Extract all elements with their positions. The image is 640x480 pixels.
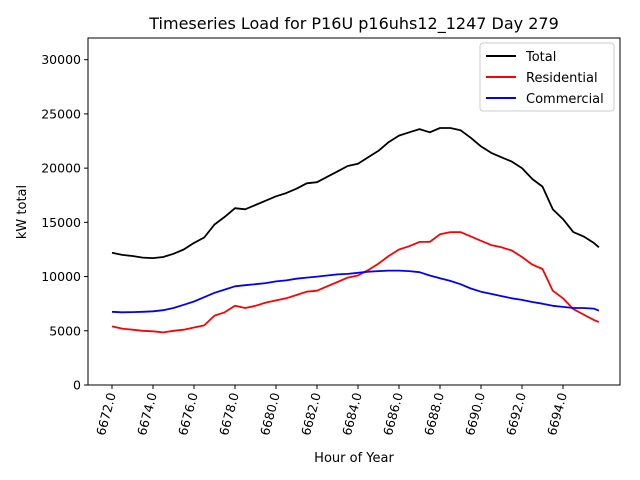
x-tick-label: 6676.0 [175, 391, 201, 437]
x-tick-label: 6686.0 [380, 391, 406, 437]
x-tick-label: 6678.0 [216, 391, 242, 437]
chart-title: Timeseries Load for P16U p16uhs12_1247 D… [148, 14, 559, 34]
series-line-commercial [111, 269, 600, 314]
legend: Total Residential Commercial [479, 42, 615, 112]
x-tick-label: 6680.0 [257, 391, 283, 437]
x-axis: 6672.0 6674.0 6676.0 6678.0 6680.0 6682.0 6684… [93, 385, 570, 437]
y-tick-label: 30000 [41, 52, 81, 67]
x-tick-label: 6672.0 [93, 391, 119, 437]
x-tick-label: 6694.0 [544, 391, 570, 437]
legend-label-residential: Residential [526, 71, 598, 86]
y-tick-label: 10000 [41, 269, 81, 284]
x-axis-label: Hour of Year [314, 451, 394, 466]
x-tick-label: 6688.0 [421, 391, 447, 437]
y-axis: 0 5000 10000 15000 20000 25000 30000 [41, 52, 88, 393]
legend-label-commercial: Commercial [526, 92, 604, 107]
y-tick-label: 25000 [41, 106, 81, 121]
y-tick-label: 20000 [41, 161, 81, 176]
legend-label-total: Total [525, 50, 556, 65]
legend-box [479, 42, 615, 112]
series-line-total [111, 127, 600, 260]
x-tick-label: 6682.0 [298, 391, 324, 437]
plot-frame [87, 37, 621, 386]
x-tick-label: 6674.0 [134, 391, 160, 437]
plot-lines [111, 127, 600, 334]
y-tick-label: 5000 [49, 323, 81, 338]
x-tick-label: 6692.0 [503, 391, 529, 437]
y-tick-label: 0 [73, 378, 81, 393]
x-tick-label: 6690.0 [462, 391, 488, 437]
y-axis-label: kW total [15, 185, 30, 239]
series-line-residential [111, 231, 600, 334]
y-tick-label: 15000 [41, 215, 81, 230]
x-tick-label: 6684.0 [339, 391, 365, 437]
